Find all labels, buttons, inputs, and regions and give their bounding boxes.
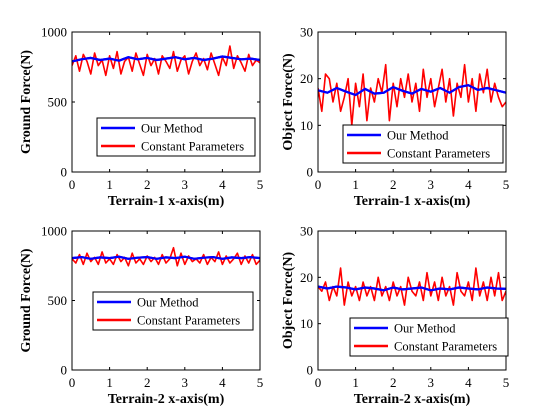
x-tick-label: 1 xyxy=(106,375,113,390)
legend-box xyxy=(342,124,504,164)
x-axis-title: Terrain-1 x-axis(m) xyxy=(108,194,225,209)
legend-box xyxy=(96,117,256,157)
y-tick-label: 500 xyxy=(48,293,68,308)
y-axis-title: Object Force(N) xyxy=(281,252,296,350)
legend-box xyxy=(349,317,509,357)
series-line-our-method-top xyxy=(71,55,261,63)
x-tick-label: 0 xyxy=(69,177,76,192)
series-line-constant-parameters xyxy=(318,63,506,127)
x-tick-label: 2 xyxy=(144,375,151,390)
x-tick-label: 3 xyxy=(428,375,435,390)
x-tick-label: 3 xyxy=(182,375,189,390)
series-line-our-method-top xyxy=(71,255,261,260)
y-tick-label: 10 xyxy=(300,316,313,331)
legend: Our Method Constant Parameters xyxy=(96,117,256,157)
y-axis-title: Ground Force(N) xyxy=(19,248,34,352)
chart-panel-3: 0 1 2 3 4 5 0 500 1000 Terrain-2 x-axis(m) Ground … xyxy=(19,224,263,408)
y-tick-label: 1000 xyxy=(41,224,67,239)
x-tick-label: 5 xyxy=(257,375,264,390)
y-tick-label: 1000 xyxy=(41,25,67,40)
y-tick-label: 500 xyxy=(48,95,68,110)
y-tick-label: 30 xyxy=(300,25,313,40)
x-tick-label: 4 xyxy=(219,375,226,390)
legend-label: Our Method xyxy=(387,129,449,143)
series-line-our-method-top xyxy=(317,84,507,97)
y-tick-label: 10 xyxy=(300,118,313,133)
y-tick-label: 0 xyxy=(61,363,68,378)
legend-label: Our Method xyxy=(394,322,456,336)
y-tick-label: 0 xyxy=(61,165,68,180)
legend: Our Method Constant Parameters xyxy=(342,124,504,164)
axes-box xyxy=(317,230,507,371)
x-tick-label: 0 xyxy=(315,375,322,390)
y-tick-label: 20 xyxy=(300,270,313,285)
x-tick-label: 2 xyxy=(390,375,397,390)
y-axis-title: Object Force(N) xyxy=(281,53,296,151)
x-tick-label: 5 xyxy=(503,177,510,192)
series-line-our-method-top xyxy=(317,285,507,292)
x-tick-label: 5 xyxy=(503,375,510,390)
legend-label: Our Method xyxy=(137,296,199,310)
x-tick-label: 0 xyxy=(69,375,76,390)
series-line-constant-parameters xyxy=(72,246,260,267)
x-tick-label: 1 xyxy=(352,375,359,390)
x-tick-label: 3 xyxy=(428,177,435,192)
legend-box xyxy=(92,291,254,331)
y-tick-label: 30 xyxy=(300,224,313,239)
x-tick-label: 2 xyxy=(144,177,151,192)
series-line-constant-parameters xyxy=(72,45,260,77)
x-axis-title: Terrain-2 x-axis(m) xyxy=(354,392,471,407)
legend-label: Constant Parameters xyxy=(137,314,240,328)
x-tick-label: 4 xyxy=(465,375,472,390)
x-tick-label: 1 xyxy=(352,177,359,192)
chart-panel-2: 0 1 2 3 4 5 0 10 20 30 Terrain-1 x-axis(m) Object F… xyxy=(281,25,509,210)
x-axis-title: Terrain-1 x-axis(m) xyxy=(354,194,471,209)
y-axis-title: Ground Force(N) xyxy=(19,50,34,154)
x-tick-label: 0 xyxy=(315,177,322,192)
x-axis-title: Terrain-2 x-axis(m) xyxy=(108,392,225,407)
x-tick-label: 2 xyxy=(390,177,397,192)
chart-panel-1: 0 1 2 3 4 5 0 500 1000 Terrain-1 x-axis(m) Ground … xyxy=(19,25,263,210)
x-tick-label: 1 xyxy=(106,177,113,192)
axes-box xyxy=(317,31,507,173)
y-tick-label: 0 xyxy=(307,165,314,180)
legend-label: Our Method xyxy=(141,122,203,136)
chart-panel-4: 0 1 2 3 4 5 0 10 20 30 Terrain-2 x-axis(m) Object F… xyxy=(281,224,509,408)
legend-label: Constant Parameters xyxy=(387,147,490,161)
legend-label: Constant Parameters xyxy=(141,140,244,154)
legend-label: Constant Parameters xyxy=(394,340,497,354)
legend: Our Method Constant Parameters xyxy=(92,291,254,331)
x-tick-label: 3 xyxy=(182,177,189,192)
y-tick-label: 20 xyxy=(300,71,313,86)
x-tick-label: 4 xyxy=(465,177,472,192)
x-tick-label: 4 xyxy=(219,177,226,192)
series-line-constant-parameters xyxy=(318,267,506,306)
x-tick-label: 5 xyxy=(257,177,264,192)
y-tick-label: 0 xyxy=(307,363,314,378)
legend: Our Method Constant Parameters xyxy=(349,317,509,357)
